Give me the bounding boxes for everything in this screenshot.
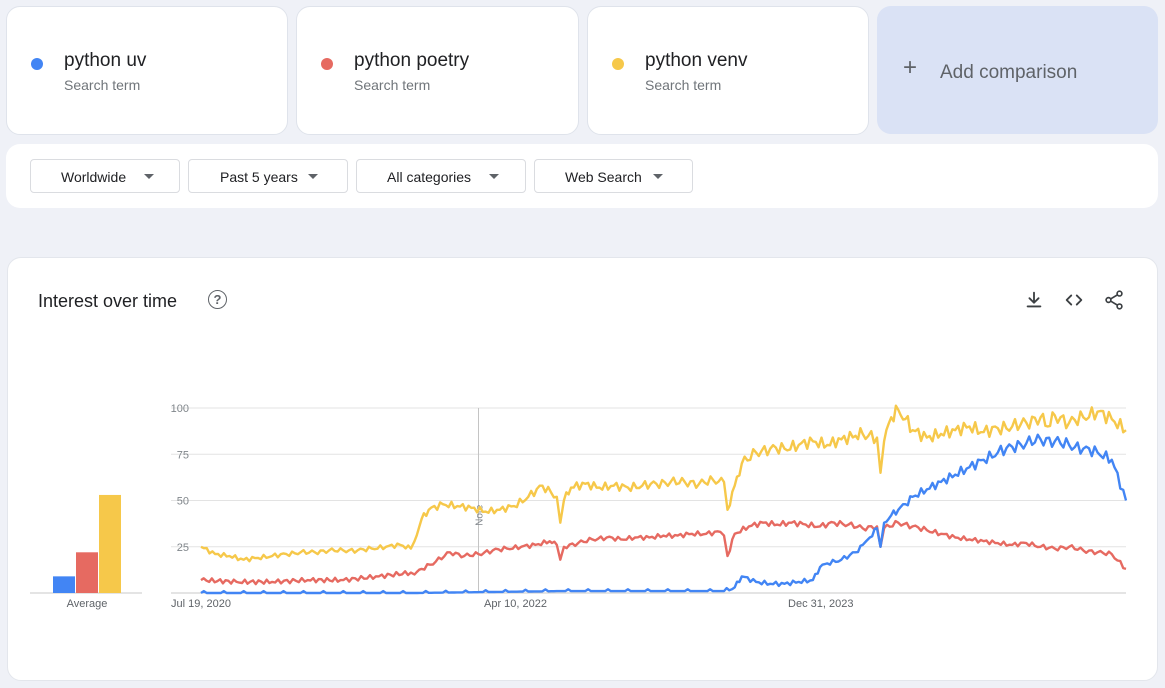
- term-card-uv[interactable]: python uv Search term: [6, 6, 288, 135]
- period-dropdown[interactable]: Past 5 years: [188, 159, 348, 193]
- download-icon[interactable]: [1023, 289, 1045, 311]
- term-name[interactable]: python venv: [645, 50, 748, 71]
- average-bar: [99, 494, 121, 593]
- add-comparison-label: Add comparison: [940, 62, 1078, 83]
- term-subtitle: Search term: [354, 77, 431, 93]
- term-card-venv[interactable]: python venv Search term: [587, 6, 869, 135]
- series-color-dot: [321, 58, 333, 70]
- category-value: All categories: [387, 169, 472, 185]
- term-subtitle: Search term: [64, 77, 141, 93]
- help-icon[interactable]: ?: [208, 290, 227, 309]
- series-color-dot: [612, 58, 624, 70]
- average-bar: [53, 576, 75, 593]
- filter-bar: Worldwide Past 5 years All categories We…: [6, 144, 1158, 208]
- interest-chart: 25 50 75 100 Jul 19, 2020 Apr 10, 2022 Dec 31,…: [30, 403, 1128, 610]
- x-tick-label: Apr 10, 2022: [484, 598, 547, 610]
- average-bar: [76, 552, 98, 593]
- caret-down-icon: [653, 174, 663, 179]
- region-dropdown[interactable]: Worldwide: [30, 159, 180, 193]
- series-line-python-venv: [200, 404, 1127, 563]
- plus-icon: +: [903, 54, 918, 81]
- term-name[interactable]: python poetry: [354, 50, 470, 71]
- caret-down-icon: [144, 174, 154, 179]
- embed-code-icon[interactable]: [1063, 289, 1085, 311]
- series-line-python-poetry: [200, 519, 1127, 586]
- y-tick-label: 75: [177, 449, 189, 461]
- x-tick-label: Dec 31, 2023: [788, 598, 853, 610]
- period-value: Past 5 years: [220, 169, 298, 185]
- term-name[interactable]: python uv: [64, 50, 147, 71]
- panel-title: Interest over time: [38, 291, 178, 311]
- y-tick-label: 50: [177, 496, 189, 508]
- y-tick-label: 100: [171, 403, 189, 415]
- add-comparison-button[interactable]: + Add comparison: [877, 6, 1158, 134]
- term-subtitle: Search term: [645, 77, 722, 93]
- search-type-dropdown[interactable]: Web Search: [534, 159, 693, 193]
- search-type-value: Web Search: [565, 169, 642, 185]
- category-dropdown[interactable]: All categories: [356, 159, 526, 193]
- caret-down-icon: [489, 174, 499, 179]
- caret-down-icon: [308, 174, 318, 179]
- share-icon[interactable]: [1103, 289, 1125, 311]
- series-line-python-uv: [200, 433, 1128, 595]
- term-card-poetry[interactable]: python poetry Search term: [296, 6, 579, 135]
- average-label: Average: [67, 598, 108, 610]
- series-color-dot: [31, 58, 43, 70]
- x-tick-label: Jul 19, 2020: [171, 598, 231, 610]
- region-value: Worldwide: [61, 169, 127, 185]
- interest-over-time-panel: Interest over time ? 25 50 75 100 Jul 19, 20…: [7, 257, 1158, 681]
- note-label: Note: [475, 504, 486, 526]
- y-tick-label: 25: [177, 542, 189, 554]
